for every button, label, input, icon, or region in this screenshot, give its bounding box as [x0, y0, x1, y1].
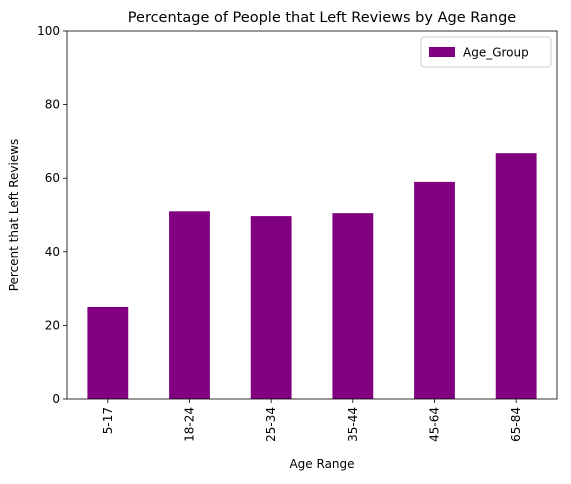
x-tick-label: 45-64: [428, 407, 442, 442]
y-tick-label: 100: [37, 24, 60, 38]
y-tick-label: 80: [45, 98, 60, 112]
x-tick-label: 35-44: [346, 407, 360, 442]
legend: Age_Group: [420, 36, 552, 68]
ticks-layer: 5-17 18-24 25-34 35-44 45-64 65-84 0 20 40 60 80 10…: [37, 24, 523, 442]
bar-25-34: [250, 216, 292, 399]
x-axis-label: Age Range: [289, 457, 354, 471]
plot-frame: [66, 30, 558, 400]
legend-box: [420, 36, 552, 68]
x-tick-label: 18-24: [183, 407, 197, 442]
y-tick-label: 40: [45, 245, 60, 259]
bars-layer: [87, 153, 537, 399]
x-tick-label: 25-34: [264, 407, 278, 442]
y-tick-label: 0: [52, 392, 60, 406]
chart-title: Percentage of People that Left Reviews b…: [128, 10, 516, 26]
axes-layer: [66, 30, 558, 400]
y-tick-label: 20: [45, 318, 60, 332]
bar-18-24: [169, 211, 210, 399]
bar-45-64: [414, 181, 455, 399]
legend-swatch: [429, 47, 455, 57]
y-tick-label: 60: [45, 171, 60, 185]
y-axis-label: Percent that Left Reviews: [7, 139, 21, 292]
x-tick-label: 65-84: [509, 407, 523, 442]
bar-5-17: [87, 307, 129, 399]
x-tick-label: 5-17: [101, 407, 115, 434]
bar-65-84: [495, 153, 537, 399]
bar-35-44: [332, 213, 374, 399]
legend-label: Age_Group: [463, 46, 529, 60]
